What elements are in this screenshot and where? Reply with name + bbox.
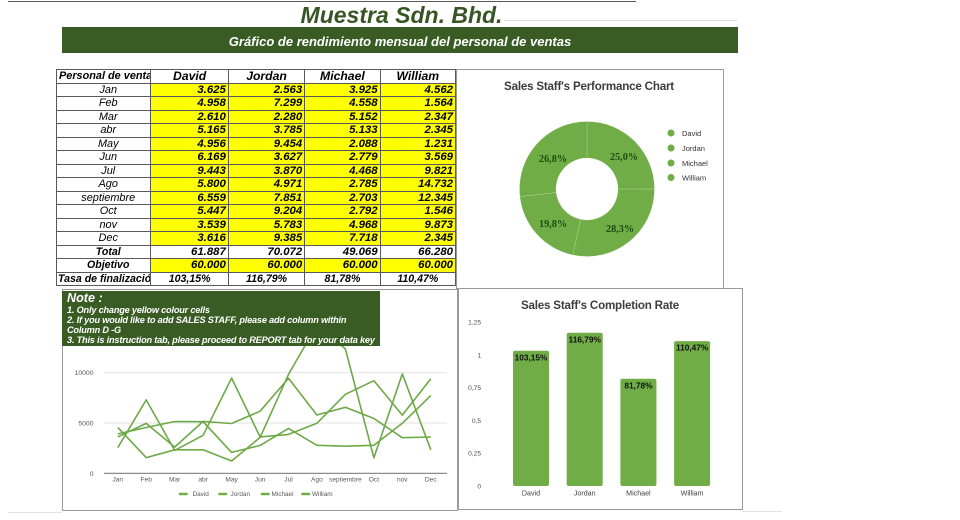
svg-text:0,5: 0,5 <box>472 418 481 425</box>
svg-text:Dec: Dec <box>425 477 437 484</box>
svg-text:110,47%: 110,47% <box>676 343 709 353</box>
svg-text:103,15%: 103,15% <box>515 352 548 362</box>
svg-text:Michael: Michael <box>682 159 708 168</box>
svg-text:26,8%: 26,8% <box>539 154 567 165</box>
svg-text:May: May <box>225 477 238 484</box>
svg-text:Ago: Ago <box>311 477 323 484</box>
svg-text:Mar: Mar <box>169 477 181 484</box>
svg-text:Michael: Michael <box>626 490 651 498</box>
svg-text:Jul: Jul <box>284 477 293 484</box>
svg-text:Sales Staff's Performance Char: Sales Staff's Performance Chart <box>504 80 674 93</box>
svg-text:Michael: Michael <box>272 491 294 498</box>
svg-text:10000: 10000 <box>75 370 94 377</box>
svg-text:David: David <box>522 490 540 498</box>
svg-text:nov: nov <box>397 477 408 484</box>
svg-text:116,79%: 116,79% <box>569 334 602 344</box>
svg-text:0,25: 0,25 <box>468 451 481 458</box>
svg-text:1: 1 <box>477 352 481 359</box>
svg-text:Jordan: Jordan <box>231 491 251 498</box>
svg-text:Sales Staff's Completion Rate: Sales Staff's Completion Rate <box>521 299 680 312</box>
svg-text:Jordan: Jordan <box>682 144 705 153</box>
svg-text:abr: abr <box>198 477 208 484</box>
svg-text:Jordan: Jordan <box>574 490 596 498</box>
svg-text:Feb: Feb <box>141 477 153 484</box>
svg-text:William: William <box>312 491 333 498</box>
svg-text:David: David <box>193 491 210 498</box>
svg-text:William: William <box>681 490 704 498</box>
svg-text:25,0%: 25,0% <box>610 152 638 163</box>
svg-text:81,78%: 81,78% <box>624 380 653 390</box>
svg-text:1,25: 1,25 <box>468 320 481 327</box>
svg-text:0,75: 0,75 <box>468 385 481 392</box>
svg-text:28,3%: 28,3% <box>606 224 634 235</box>
svg-text:septiembre: septiembre <box>329 477 362 484</box>
svg-text:19,8%: 19,8% <box>539 219 567 230</box>
svg-text:0: 0 <box>90 471 94 478</box>
svg-text:Oct: Oct <box>369 477 379 484</box>
svg-text:William: William <box>682 174 706 183</box>
svg-text:0: 0 <box>477 484 481 491</box>
svg-text:Jan: Jan <box>112 477 123 484</box>
svg-text:5000: 5000 <box>78 421 93 428</box>
svg-text:Jun: Jun <box>255 477 266 484</box>
svg-text:David: David <box>682 129 701 138</box>
